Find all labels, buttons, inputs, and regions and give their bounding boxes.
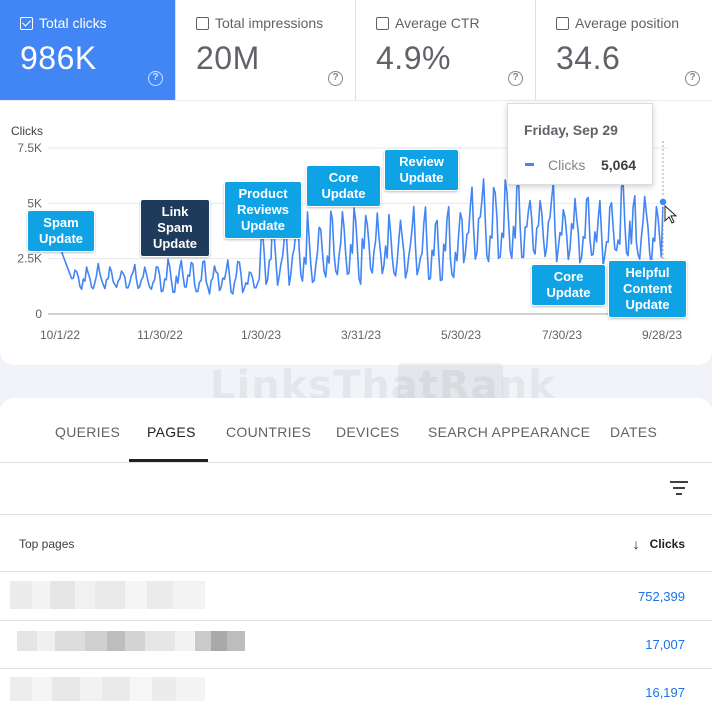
column-header-clicks[interactable]: ↓ Clicks: [633, 536, 685, 552]
metric-average-position[interactable]: Average position 34.6 ?: [535, 0, 712, 100]
dimension-tabs: QUERIES PAGES COUNTRIES DEVICES SEARCH A…: [0, 398, 712, 463]
tooltip-value: 5,064: [601, 157, 637, 173]
metric-cards: Total clicks 986K ? Total impressions 20…: [0, 0, 712, 100]
checkbox-checked-icon[interactable]: [20, 16, 33, 30]
annotation-spam-update: Spam Update: [27, 210, 95, 252]
checkbox-icon[interactable]: [376, 16, 389, 30]
x-tick-label: 3/31/23: [341, 328, 381, 342]
checkbox-icon[interactable]: [196, 16, 209, 30]
tab-search-appearance[interactable]: SEARCH APPEARANCE: [428, 424, 591, 440]
series-swatch: [525, 163, 534, 166]
table-row[interactable]: 752,399: [0, 573, 712, 621]
tab-queries[interactable]: QUERIES: [55, 424, 121, 440]
table-row[interactable]: 16,197: [0, 669, 712, 713]
metric-value: 4.9%: [376, 40, 451, 76]
x-tick-label: 5/30/23: [441, 328, 481, 342]
help-icon[interactable]: ?: [148, 71, 163, 86]
checkbox-icon[interactable]: [556, 16, 569, 30]
redacted-page-url: [10, 581, 205, 609]
tooltip-series: Clicks: [548, 157, 586, 173]
hover-point: [658, 197, 668, 207]
help-icon[interactable]: ?: [328, 71, 343, 86]
tab-pages[interactable]: PAGES: [147, 424, 196, 440]
clicks-value: 752,399: [638, 589, 685, 604]
chart-tooltip: Friday, Sep 29 Clicks 5,064: [507, 103, 653, 185]
y-axis-title: Clicks: [11, 124, 43, 138]
tab-countries[interactable]: COUNTRIES: [226, 424, 312, 440]
active-tab-indicator: [129, 459, 208, 462]
column-header-pages: Top pages: [19, 537, 75, 551]
metric-value: 986K: [20, 40, 97, 76]
annotation-link-spam-update: Link Spam Update: [140, 199, 210, 257]
help-icon[interactable]: ?: [685, 71, 700, 86]
cursor-icon: [664, 204, 678, 224]
y-tick-label: 5K: [27, 196, 42, 210]
metric-label: Total clicks: [39, 15, 107, 31]
help-icon[interactable]: ?: [508, 71, 523, 86]
x-tick-label: 9/28/23: [642, 328, 682, 342]
metric-average-ctr[interactable]: Average CTR 4.9% ?: [355, 0, 535, 100]
redacted-page-url: [10, 677, 205, 701]
metric-label: Average CTR: [395, 15, 480, 31]
annotation-product-reviews-update: Product Reviews Update: [224, 181, 302, 239]
y-tick-label: 7.5K: [17, 141, 42, 155]
clicks-line-chart[interactable]: Clicks 0 2.5K 5K 7.5K 10/1/22 11/30/22 1/30/23 3…: [0, 101, 712, 366]
clicks-series-line: [59, 177, 664, 295]
chart-card: LinksThatRank Clicks 0 2.5K 5K 7.5K 10/1/22 11…: [0, 100, 712, 429]
tab-devices[interactable]: DEVICES: [336, 424, 400, 440]
x-tick-label: 7/30/23: [542, 328, 582, 342]
clicks-value: 17,007: [645, 637, 685, 652]
x-tick-label: 10/1/22: [40, 328, 80, 342]
redacted-page-url: [17, 631, 245, 651]
annotation-core-update-2: Core Update: [531, 264, 606, 306]
table-header: Top pages ↓ Clicks: [0, 516, 712, 572]
metric-value: 34.6: [556, 40, 621, 76]
annotation-review-update: Review Update: [384, 149, 459, 191]
metric-label: Total impressions: [215, 15, 324, 31]
filter-icon[interactable]: [670, 481, 688, 495]
annotation-helpful-content-update: Helpful Content Update: [608, 260, 687, 318]
x-tick-label: 11/30/22: [137, 328, 183, 342]
tab-dates[interactable]: DATES: [610, 424, 658, 440]
filter-row: [0, 463, 712, 515]
metric-value: 20M: [196, 40, 260, 76]
x-tick-label: 1/30/23: [241, 328, 281, 342]
metric-label: Average position: [575, 15, 680, 31]
annotation-core-update: Core Update: [306, 165, 381, 207]
y-tick-label: 0: [35, 307, 42, 321]
y-tick-label: 2.5K: [17, 252, 42, 266]
tooltip-date: Friday, Sep 29: [524, 122, 618, 138]
table-row[interactable]: 17,007: [0, 621, 712, 669]
metric-total-clicks[interactable]: Total clicks 986K ?: [0, 0, 175, 100]
dimension-table-card: QUERIES PAGES COUNTRIES DEVICES SEARCH A…: [0, 398, 712, 713]
clicks-value: 16,197: [645, 685, 685, 700]
column-header-clicks-label: Clicks: [649, 537, 685, 551]
metric-total-impressions[interactable]: Total impressions 20M ?: [175, 0, 355, 100]
arrow-down-icon: ↓: [632, 536, 640, 552]
